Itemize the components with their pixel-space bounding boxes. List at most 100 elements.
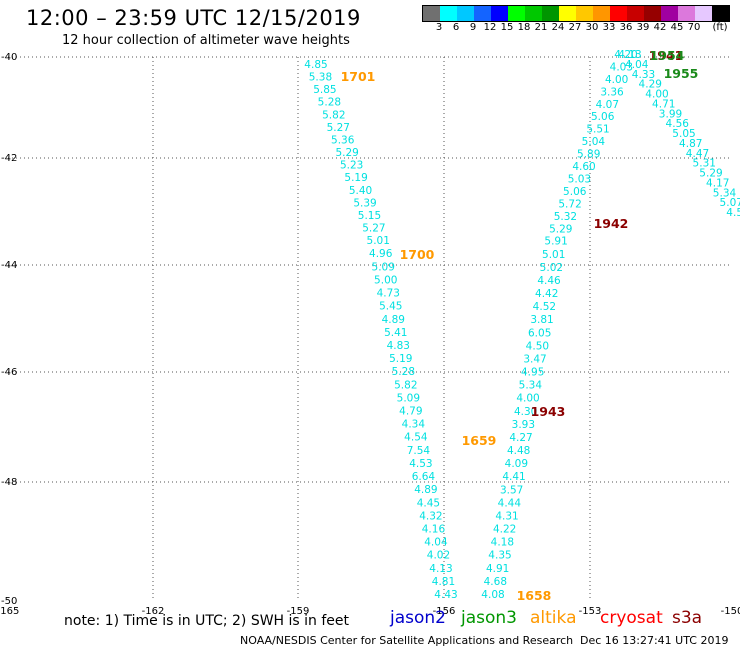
- track-a-wave-height: 5.19: [344, 172, 367, 184]
- track-b-wave-height: 5.32: [554, 211, 577, 223]
- legend-tick-label: 42: [653, 22, 667, 33]
- track-b-wave-height: 5.51: [586, 124, 609, 136]
- longitude-tick-label: -156: [433, 606, 456, 617]
- track-a-wave-height: 5.85: [313, 84, 336, 96]
- track-b-wave-height: 6.05: [528, 327, 551, 339]
- generated-timestamp: Dec 16 13:27:41 UTC 2019: [580, 634, 729, 647]
- pass-time-label: 1659: [462, 433, 497, 448]
- track-b-wave-height: 4.91: [486, 563, 509, 575]
- track-a-wave-height: 5.15: [358, 210, 381, 222]
- track-b-wave-height: 4.48: [507, 445, 530, 457]
- track-c-wave-height: 5.34: [713, 187, 737, 199]
- legend-swatch: [695, 6, 712, 21]
- track-b-wave-height: 3.93: [512, 419, 535, 431]
- legend-swatch: [559, 6, 576, 21]
- satellite-name: jason3: [461, 608, 517, 628]
- legend-tick-label: 70: [687, 22, 701, 33]
- legend-swatch: [542, 6, 559, 21]
- legend-tick-label: 3: [435, 22, 443, 33]
- track-c-wave-height: 4.04: [625, 59, 649, 71]
- page-title: 12:00 – 23:59 UTC 12/15/2019: [26, 6, 361, 30]
- legend-swatch: [423, 6, 440, 21]
- legend-tick-label: 24: [551, 22, 565, 33]
- legend-tick-label: 15: [500, 22, 514, 33]
- pass-time-label: 1700: [400, 247, 435, 262]
- satellite-name: jason2: [390, 608, 446, 628]
- track-b-wave-height: 4.22: [493, 524, 516, 536]
- track-a-wave-height: 4.32: [419, 510, 442, 522]
- legend-swatch: [678, 6, 695, 21]
- track-a-wave-height: 5.28: [318, 97, 341, 109]
- track-b-wave-height: 4.68: [484, 576, 507, 588]
- track-b-wave-height: 3.47: [523, 353, 546, 365]
- legend-swatch: [610, 6, 627, 21]
- track-a-wave-height: 5.19: [389, 353, 412, 365]
- track-c-wave-height: 5.07: [720, 197, 740, 209]
- track-c-wave-height: 4.56: [666, 118, 690, 130]
- legend-tick-label: 33: [602, 22, 616, 33]
- legend-swatch: [525, 6, 542, 21]
- latitude-tick-label: -42: [1, 153, 17, 164]
- track-b-wave-height: 4.18: [491, 537, 514, 549]
- track-b-wave-height: 4.50: [526, 340, 549, 352]
- track-b-wave-height: 3.36: [600, 86, 624, 98]
- track-a-wave-height: 4.81: [432, 576, 455, 588]
- track-b-wave-height: 4.35: [488, 550, 511, 562]
- track-b-wave-height: 4.30: [514, 406, 537, 418]
- track-a-wave-height: 5.36: [331, 134, 355, 146]
- track-b-wave-height: 4.27: [509, 432, 532, 444]
- legend-tick-label: 21: [534, 22, 548, 33]
- legend-swatch: [474, 6, 491, 21]
- track-c-wave-height: 4.87: [679, 138, 702, 150]
- track-b-wave-height: 4.41: [502, 471, 525, 483]
- satellite-name: s3a: [672, 608, 703, 628]
- legend-swatch: [508, 6, 525, 21]
- longitude-tick-label: -150: [721, 606, 740, 617]
- credit-text: NOAA/NESDIS Center for Satellite Applica…: [240, 634, 574, 647]
- track-a-wave-height: 5.82: [394, 379, 417, 391]
- legend-unit-label: (ft): [712, 22, 728, 33]
- track-a-wave-height: 5.00: [374, 274, 397, 286]
- track-c-wave-height: 5.31: [693, 158, 716, 170]
- track-a-wave-height: 5.82: [322, 109, 345, 121]
- track-c-wave-height: 4.29: [639, 79, 662, 91]
- track-a-wave-height: 5.23: [340, 160, 363, 172]
- legend-tick-label: 39: [636, 22, 650, 33]
- longitude-tick-label: -165: [0, 606, 19, 617]
- track-a-wave-height: 4.89: [414, 484, 437, 496]
- track-b-wave-height: 5.34: [519, 380, 543, 392]
- legend-swatch: [491, 6, 508, 21]
- track-a-wave-height: 4.96: [369, 248, 393, 260]
- track-a-wave-height: 5.38: [309, 72, 332, 84]
- track-b-wave-height: 3.57: [500, 484, 523, 496]
- legend-tick-label: 36: [619, 22, 633, 33]
- track-b-wave-height: 4.44: [498, 497, 522, 509]
- track-a-wave-height: 4.79: [399, 406, 422, 418]
- track-a-wave-height: 4.34: [402, 419, 426, 431]
- track-c-wave-height: 3.99: [659, 108, 682, 120]
- legend-swatch: [457, 6, 474, 21]
- track-b-wave-height: 5.91: [544, 236, 567, 248]
- track-c-wave-height: 5.29: [699, 168, 722, 180]
- legend-tick-label: 12: [483, 22, 497, 33]
- track-a-wave-height: 5.29: [335, 147, 358, 159]
- legend-tick-label: 18: [517, 22, 531, 33]
- track-a-wave-height: 4.16: [422, 523, 446, 535]
- track-a-wave-height: 5.41: [384, 327, 407, 339]
- track-b-wave-height: 5.01: [542, 249, 565, 261]
- track-b-wave-height: 4.60: [572, 161, 595, 173]
- track-a-wave-height: 5.09: [397, 392, 420, 404]
- pass-time-label: 1658: [517, 588, 552, 603]
- legend-labels: 3 6 9 12 15 18 21 24 27 30 33 36 39 42 45 70 (ft): [422, 22, 728, 34]
- track-b-wave-height: 4.09: [505, 458, 528, 470]
- track-a-wave-height: 5.45: [379, 301, 402, 313]
- longitude-tick-label: -162: [142, 606, 165, 617]
- track-a-wave-height: 7.54: [407, 445, 431, 457]
- track-b-wave-height: 5.03: [568, 173, 591, 185]
- track-b-wave-height: 5.29: [549, 223, 572, 235]
- page-subtitle: 12 hour collection of altimeter wave hei…: [62, 33, 350, 48]
- track-c-wave-height: 4.71: [652, 98, 675, 110]
- track-a-wave-height: 4.13: [429, 563, 452, 575]
